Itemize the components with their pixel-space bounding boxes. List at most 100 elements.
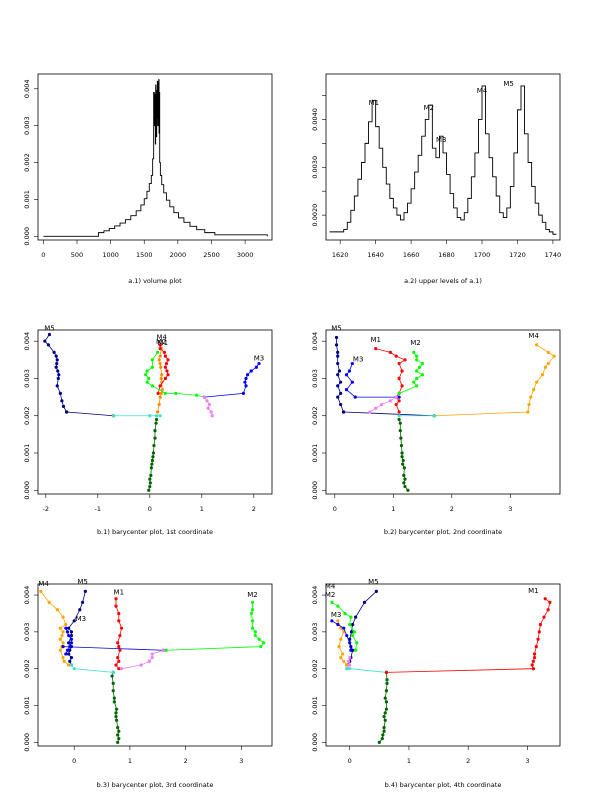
data-point xyxy=(163,365,167,369)
data-point xyxy=(330,619,334,623)
y-tick-label: 0.002 xyxy=(311,659,319,678)
data-point xyxy=(67,652,71,656)
data-point xyxy=(412,380,416,384)
series-label: M1 xyxy=(114,588,125,596)
series-line-6 xyxy=(63,646,164,651)
data-point xyxy=(61,641,65,645)
data-point xyxy=(243,380,247,384)
data-point xyxy=(68,659,72,663)
data-point xyxy=(402,481,406,485)
y-tick-label: 0.0020 xyxy=(311,204,319,227)
plot-frame xyxy=(37,329,273,495)
y-tick-label: 0.004 xyxy=(311,586,319,605)
chart-caption: a.2) upper levels of a.1) xyxy=(404,277,482,285)
data-point xyxy=(374,406,378,410)
series-label: M5 xyxy=(77,578,88,586)
data-point xyxy=(384,707,389,711)
data-point xyxy=(116,740,120,744)
data-point xyxy=(403,484,407,489)
series-line-1 xyxy=(44,334,67,413)
peak-label: M3 xyxy=(436,136,447,144)
data-point xyxy=(339,656,343,660)
data-point xyxy=(164,648,168,652)
data-point xyxy=(345,663,349,667)
plot-frame xyxy=(325,329,561,495)
y-tick-label: 0.003 xyxy=(23,623,31,642)
y-tick-label: 0.001 xyxy=(23,190,31,209)
data-point xyxy=(210,414,214,418)
data-point xyxy=(262,641,266,645)
data-point xyxy=(394,402,398,407)
data-point xyxy=(148,414,152,418)
data-point xyxy=(69,641,74,645)
x-tick-label: 2 xyxy=(466,757,470,765)
data-point xyxy=(382,714,386,719)
data-point xyxy=(543,365,547,369)
data-point xyxy=(342,659,346,663)
data-point xyxy=(47,600,51,605)
x-tick-label: 1 xyxy=(128,757,132,765)
data-point xyxy=(47,332,52,337)
series-line-9 xyxy=(386,668,534,673)
chart-caption: a.1) volume plot xyxy=(128,277,182,285)
x-tick-label: -2 xyxy=(43,505,49,513)
y-tick-label: 0.000 xyxy=(311,481,319,500)
data-point xyxy=(546,608,550,612)
data-point xyxy=(362,600,367,605)
data-point xyxy=(401,462,405,466)
data-point xyxy=(351,622,355,627)
data-point xyxy=(150,458,154,463)
y-tick-label: 0.002 xyxy=(23,153,31,172)
data-point xyxy=(345,633,349,638)
data-point xyxy=(337,369,342,373)
x-tick-label: 3000 xyxy=(237,251,254,259)
data-point xyxy=(340,652,345,656)
y-tick-label: 0.000 xyxy=(311,733,319,752)
y-tick-label: 0.001 xyxy=(23,696,31,715)
y-tick-label: 0.0040 xyxy=(311,108,319,131)
data-point xyxy=(546,361,550,366)
data-point xyxy=(157,358,161,362)
data-point xyxy=(65,648,70,652)
data-point xyxy=(148,477,152,481)
y-tick-label: 0.004 xyxy=(311,332,319,351)
x-tick-label: 1700 xyxy=(474,251,491,259)
data-point xyxy=(54,354,58,358)
data-point xyxy=(339,626,343,630)
data-point xyxy=(334,343,339,347)
data-point xyxy=(39,589,43,593)
x-tick-label: 1 xyxy=(407,757,411,765)
y-tick-label: 0.001 xyxy=(311,444,319,463)
data-point xyxy=(158,414,162,418)
series-line-1 xyxy=(329,85,557,235)
data-point xyxy=(257,637,261,641)
x-tick-label: 1 xyxy=(200,505,204,513)
data-point xyxy=(61,656,65,660)
peak-label: M4 xyxy=(477,87,488,95)
data-point xyxy=(336,350,340,354)
data-point xyxy=(399,436,403,440)
data-point xyxy=(244,376,248,381)
data-point xyxy=(344,388,349,392)
chart-panel-2: 1620 1640 1660 1680 1700 1720 1740 0.0020 0.0030… xyxy=(311,73,561,285)
data-point xyxy=(336,395,340,399)
data-point xyxy=(166,373,170,377)
data-point xyxy=(119,667,124,671)
x-tick-label: 1720 xyxy=(509,251,526,259)
data-point xyxy=(158,343,162,347)
data-point xyxy=(249,611,253,616)
data-point xyxy=(119,626,124,630)
chart-panel-4: 0 1 2 3 0.000 0.001 0.002 0.003 0.004 M5 M1 M2 M3 M4 b… xyxy=(311,325,561,536)
data-point xyxy=(55,361,59,366)
data-point xyxy=(158,347,162,351)
series-label: M1 xyxy=(370,336,381,344)
x-tick-label: 2000 xyxy=(170,251,187,259)
data-point xyxy=(64,652,68,656)
chart-caption: b.3) barycenter plot, 3rd coordinate xyxy=(97,781,214,789)
data-point xyxy=(159,365,163,369)
data-point xyxy=(336,361,340,366)
data-point xyxy=(58,648,62,652)
x-tick-label: 0 xyxy=(348,757,352,765)
series-label: M1 xyxy=(158,339,169,347)
data-point xyxy=(150,365,154,369)
